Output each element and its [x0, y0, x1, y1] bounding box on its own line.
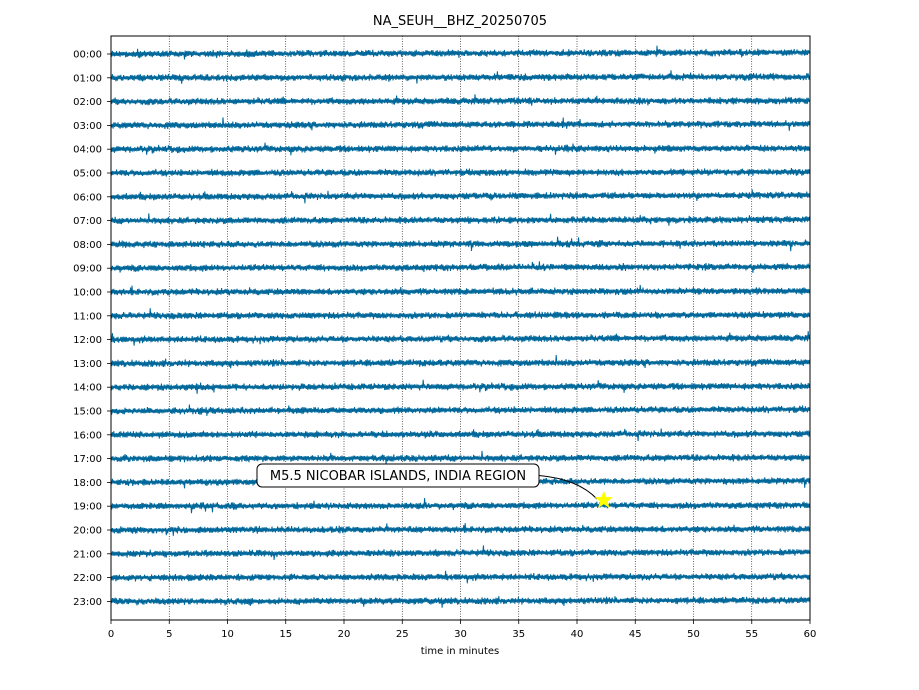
x-tick-label: 10 — [221, 629, 234, 640]
trace-1900 — [110, 497, 811, 514]
event-annotation: M5.5 NICOBAR ISLANDS, INDIA REGION — [256, 463, 614, 509]
x-tick-label: 50 — [687, 629, 700, 640]
seismic-traces — [110, 45, 811, 608]
trace-1000 — [110, 284, 811, 296]
y-tick-label: 10:00 — [73, 288, 102, 299]
x-tick-label: 0 — [108, 629, 114, 640]
trace-1200 — [110, 331, 811, 346]
trace-0300 — [110, 117, 811, 131]
annotation-box — [256, 463, 540, 488]
y-tick-label: 06:00 — [73, 192, 102, 203]
trace-0000 — [110, 45, 811, 60]
y-tick-label: 19:00 — [73, 502, 102, 513]
y-tick-label: 15:00 — [73, 407, 102, 418]
y-tick-label: 16:00 — [73, 430, 102, 441]
trace-0600 — [110, 189, 811, 204]
trace-2100 — [110, 545, 811, 560]
y-tick-label: 02:00 — [73, 97, 102, 108]
x-tick-label: 25 — [396, 629, 409, 640]
event-star-marker — [594, 490, 614, 509]
trace-2200 — [110, 570, 811, 584]
y-tick-label: 05:00 — [73, 169, 102, 180]
y-tick-label: 00:00 — [73, 50, 102, 61]
y-tick-label: 21:00 — [73, 549, 102, 560]
event-label: M5.5 NICOBAR ISLANDS, INDIA REGION — [270, 469, 526, 484]
trace-1300 — [110, 355, 811, 369]
y-tick-label: 04:00 — [73, 145, 102, 156]
trace-0800 — [110, 236, 811, 252]
x-tick-label: 5 — [166, 629, 172, 640]
trace-2000 — [110, 523, 811, 536]
y-tick-label: 17:00 — [73, 454, 102, 465]
y-tick-label: 03:00 — [73, 121, 102, 132]
y-tick-label: 23:00 — [73, 597, 102, 608]
y-tick-label: 22:00 — [73, 573, 102, 584]
x-tick-label: 35 — [512, 629, 525, 640]
trace-1400 — [110, 379, 811, 394]
y-tick-label: 01:00 — [73, 73, 102, 84]
x-tick-label: 30 — [454, 629, 467, 640]
y-tick-label: 07:00 — [73, 216, 102, 227]
minute-tick-labels: 0 5 10 15 20 25 30 35 40 45 50 55 60 — [108, 620, 817, 640]
trace-0200 — [110, 94, 811, 106]
y-tick-label: 09:00 — [73, 264, 102, 275]
x-axis-label: time in minutes — [421, 646, 500, 657]
chart-title: NA_SEUH__BHZ_20250705 — [373, 14, 547, 29]
y-tick-label: 20:00 — [73, 526, 102, 537]
trace-2300 — [110, 596, 811, 608]
trace-0100 — [110, 70, 811, 84]
trace-1600 — [110, 428, 811, 442]
x-tick-label: 60 — [804, 629, 817, 640]
x-tick-label: 20 — [338, 629, 351, 640]
x-tick-label: 40 — [571, 629, 584, 640]
annotation-connector — [538, 474, 598, 500]
y-tick-label: 14:00 — [73, 383, 102, 394]
trace-1500 — [110, 404, 811, 416]
trace-0900 — [110, 261, 811, 273]
x-tick-label: 45 — [629, 629, 642, 640]
trace-0700 — [110, 213, 811, 226]
y-tick-label: 08:00 — [73, 240, 102, 251]
trace-1700 — [110, 450, 811, 465]
x-tick-label: 55 — [745, 629, 758, 640]
trace-1100 — [110, 308, 811, 320]
trace-0400 — [110, 142, 811, 156]
x-tick-label: 15 — [279, 629, 292, 640]
y-tick-label: 13:00 — [73, 359, 102, 370]
hour-tick-labels: 00:00 01:00 02:00 03:00 04:00 05:00 06:00 07:00… — [73, 50, 111, 608]
y-tick-label: 12:00 — [73, 335, 102, 346]
trace-0500 — [110, 168, 811, 177]
y-tick-label: 18:00 — [73, 478, 102, 489]
y-tick-label: 11:00 — [73, 311, 102, 322]
